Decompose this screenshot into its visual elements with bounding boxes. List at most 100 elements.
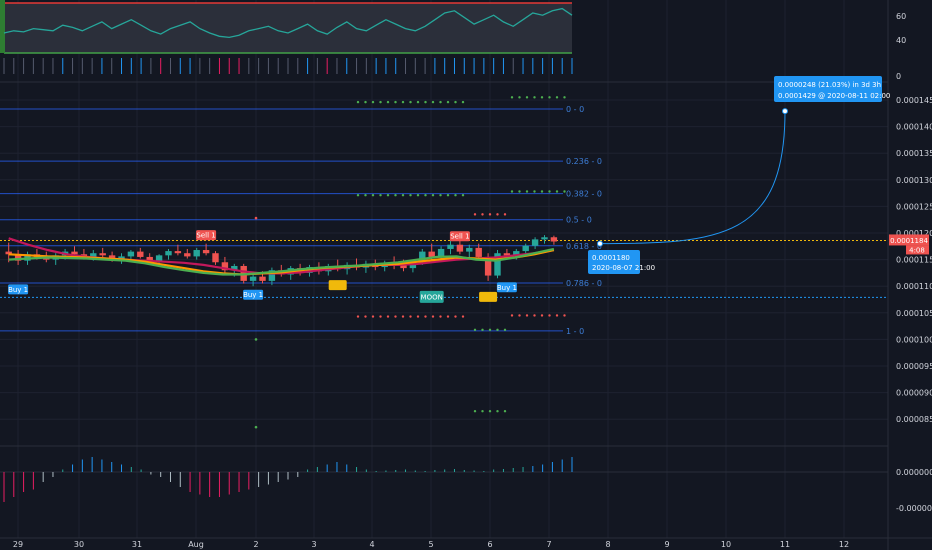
last-price-value: 0.0001184 <box>890 237 928 245</box>
fib-label: 0.236 - 0 <box>566 157 602 166</box>
moon-box <box>419 290 444 303</box>
green-dot <box>540 96 544 99</box>
green-dot <box>503 410 507 413</box>
red-dot <box>416 315 420 318</box>
prediction-start-point[interactable] <box>597 240 603 247</box>
rsi-band <box>4 3 572 53</box>
red-dot <box>503 213 507 216</box>
prediction-start-box[interactable]: 0.0001180 2020-08-07 21:00 <box>588 250 655 274</box>
osc-tick-label: 0.0000000 <box>896 468 932 477</box>
fib-label: 1 - 0 <box>566 327 584 336</box>
candle-body <box>212 253 219 263</box>
osc-tick-label: -0.0000050 <box>896 504 932 513</box>
candle-body <box>268 270 276 281</box>
candle-body <box>193 250 200 257</box>
moving-average-green <box>8 247 555 276</box>
red-dot <box>386 315 390 318</box>
red-dot <box>371 315 375 318</box>
sell-signal[interactable]: Sell 1 <box>449 231 470 242</box>
prediction-box-bg <box>774 76 882 102</box>
red-dot <box>496 213 499 216</box>
signal-box <box>243 289 264 300</box>
green-dot <box>401 194 405 197</box>
time-tick-label: 5 <box>428 540 433 549</box>
green-dot <box>371 100 375 104</box>
green-dot <box>518 96 521 99</box>
green-dot <box>254 425 258 429</box>
green-dot <box>473 328 477 332</box>
signal-label: Buy 1 <box>497 284 517 292</box>
green-dot <box>563 190 566 193</box>
time-tick-label: 4 <box>369 540 374 549</box>
green-dot <box>424 194 427 197</box>
red-dot <box>356 315 360 318</box>
green-dot <box>379 194 382 197</box>
small-tag <box>328 280 347 291</box>
green-dot <box>356 194 360 197</box>
prediction-start-bg <box>588 250 640 274</box>
time-tick-label: 9 <box>664 540 669 549</box>
green-dot <box>424 100 427 104</box>
sell-signal[interactable]: Sell 1 <box>196 230 217 241</box>
time-tick-label: 10 <box>721 540 731 549</box>
green-dot <box>416 194 420 197</box>
buy-signal[interactable]: Buy 1 <box>8 284 28 295</box>
prediction-end-point[interactable] <box>782 108 788 115</box>
time-tick-label: 29 <box>13 540 23 549</box>
green-dot <box>454 194 457 197</box>
green-dot <box>416 100 420 104</box>
red-dot <box>409 315 412 318</box>
buy-signal[interactable]: Buy 1 <box>496 282 517 293</box>
green-dot <box>461 100 465 104</box>
candle-body <box>90 253 97 259</box>
green-dot <box>510 96 514 99</box>
green-dot <box>439 194 442 197</box>
red-dot <box>364 315 367 318</box>
green-dot <box>386 100 390 104</box>
green-dot <box>496 328 499 332</box>
buy-signal[interactable]: Buy 1 <box>243 289 264 300</box>
candle-body <box>108 255 116 260</box>
green-dot <box>431 194 435 197</box>
signal-box <box>496 282 517 293</box>
green-dot <box>488 410 492 413</box>
candle-body <box>137 251 144 257</box>
price-pane[interactable]: 0 - 00.236 - 00.382 - 00.5 - 00.618 - 00… <box>0 76 890 429</box>
prediction-label-1: 0.0000248 (21.03%) in 3d 3h <box>778 81 881 89</box>
candle-body <box>118 256 125 260</box>
red-dot <box>540 314 544 317</box>
red-dot <box>518 314 521 317</box>
rsi-tick-label: 60 <box>896 12 906 21</box>
candle-body <box>127 251 135 257</box>
candle-body <box>494 253 501 276</box>
candle-body <box>503 253 511 256</box>
candle-body <box>231 265 238 271</box>
time-tick-label: 3 <box>311 540 316 549</box>
red-dot <box>461 315 465 318</box>
red-dot <box>525 314 529 317</box>
green-dot <box>548 190 551 193</box>
green-dot <box>401 100 405 104</box>
prediction-label-3: 0.0001180 <box>592 254 630 262</box>
rsi-edge-marker <box>0 0 5 53</box>
red-dot <box>555 314 559 317</box>
red-dot <box>488 213 492 216</box>
candle-body <box>249 276 257 281</box>
green-dot <box>254 338 258 341</box>
fib-label: 0.618 - 0 <box>566 242 602 251</box>
green-dot <box>454 100 457 104</box>
candle-body <box>419 251 426 263</box>
rsi-tick-label: 0 <box>896 72 901 81</box>
prediction-label-2: 0.0001429 @ 2020-08-11 02:00 <box>778 92 890 100</box>
green-dot <box>439 100 442 104</box>
signal-label: Sell 1 <box>450 233 469 241</box>
candle-body <box>522 245 529 252</box>
prediction-target-box[interactable]: 0.0000248 (21.03%) in 3d 3h 0.0001429 @ 2… <box>774 76 890 102</box>
time-tick-label: 7 <box>546 540 551 549</box>
green-dot <box>379 100 382 104</box>
